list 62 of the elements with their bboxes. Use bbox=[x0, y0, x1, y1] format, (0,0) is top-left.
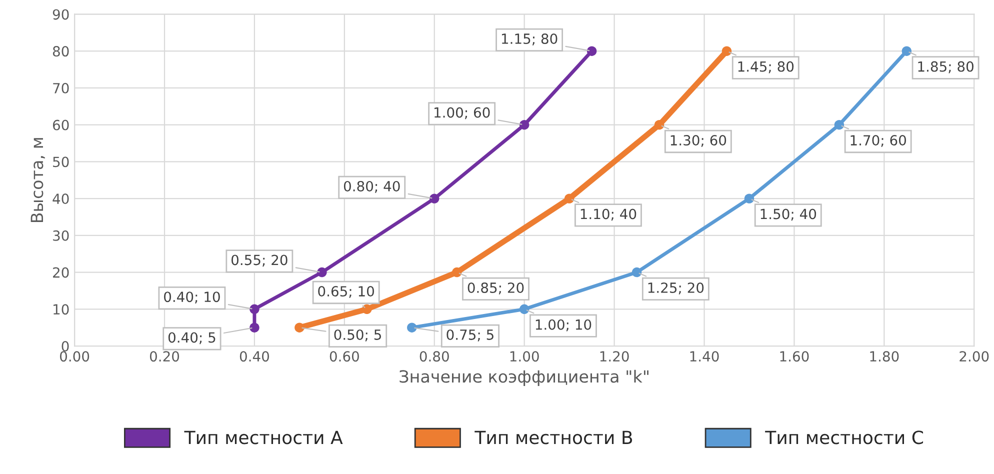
point bbox=[902, 46, 912, 56]
data-label: 1.10; 40 bbox=[580, 208, 636, 221]
data-label: 1.00; 60 bbox=[434, 107, 490, 120]
data-label: 1.85; 80 bbox=[918, 61, 974, 74]
data-label: 1.50; 40 bbox=[760, 208, 816, 221]
point bbox=[654, 120, 664, 130]
y-tick-label: 80 bbox=[52, 46, 69, 57]
y-tick-label: 0 bbox=[62, 340, 69, 352]
point bbox=[317, 267, 327, 278]
point bbox=[564, 194, 574, 204]
point bbox=[452, 267, 462, 278]
x-tick-label: 1.60 bbox=[780, 351, 809, 362]
point bbox=[519, 304, 530, 314]
y-axis-title: Высота, м bbox=[30, 138, 45, 222]
y-tick-label: 40 bbox=[52, 194, 69, 204]
point bbox=[430, 194, 440, 204]
data-label: 0.40; 5 bbox=[168, 332, 216, 344]
legend-label: Тип местности B bbox=[474, 430, 632, 444]
point bbox=[632, 267, 642, 278]
y-tick-label: 60 bbox=[52, 120, 69, 130]
point bbox=[294, 322, 304, 332]
point bbox=[407, 322, 417, 332]
x-tick-label: 0.20 bbox=[150, 351, 180, 362]
x-tick-label: 1.80 bbox=[870, 351, 899, 362]
data-label: 0.85; 20 bbox=[468, 282, 524, 294]
point bbox=[834, 120, 844, 130]
x-tick-label: 1.20 bbox=[600, 351, 629, 362]
y-tick-label: 20 bbox=[53, 267, 69, 278]
data-label: 0.65; 10 bbox=[318, 286, 374, 298]
x-tick-label: 1.00 bbox=[510, 351, 539, 362]
y-tick-label: 50 bbox=[53, 156, 69, 168]
y-tick-label: 90 bbox=[52, 9, 69, 20]
data-label: 1.45; 80 bbox=[738, 61, 794, 74]
data-label: 1.25; 20 bbox=[648, 282, 704, 294]
data-label: 1.30; 60 bbox=[670, 135, 726, 147]
data-label: 0.50; 5 bbox=[334, 329, 381, 342]
legend-label: Тип местности C bbox=[765, 430, 923, 444]
data-label: 1.15; 80 bbox=[502, 34, 558, 46]
legend-label: Тип местности A bbox=[184, 430, 343, 444]
x-tick-label: 0.00 bbox=[60, 351, 90, 362]
y-tick-label: 70 bbox=[53, 82, 69, 94]
x-tick-label: 1.40 bbox=[690, 351, 719, 362]
point bbox=[586, 46, 597, 56]
data-label: 1.70; 60 bbox=[850, 135, 906, 147]
point bbox=[250, 304, 260, 314]
x-tick-label: 0.40 bbox=[240, 351, 270, 362]
x-tick-label: 0.80 bbox=[420, 351, 449, 362]
data-label: 1.00; 10 bbox=[536, 319, 592, 332]
point bbox=[362, 304, 372, 314]
data-label: 0.80; 40 bbox=[344, 180, 400, 193]
point bbox=[744, 194, 754, 204]
x-tick-label: 0.60 bbox=[330, 351, 359, 362]
y-tick-label: 30 bbox=[53, 230, 69, 241]
data-label: 0.40; 10 bbox=[164, 292, 220, 304]
point bbox=[250, 322, 260, 332]
x-axis-title: Значение коэффициента "k" bbox=[400, 370, 648, 386]
data-label: 0.55; 20 bbox=[232, 254, 288, 267]
x-tick-label: 2.00 bbox=[960, 351, 989, 362]
point bbox=[519, 120, 530, 130]
data-label: 0.75; 5 bbox=[446, 329, 494, 342]
y-tick-label: 10 bbox=[54, 304, 69, 315]
point bbox=[722, 46, 732, 56]
